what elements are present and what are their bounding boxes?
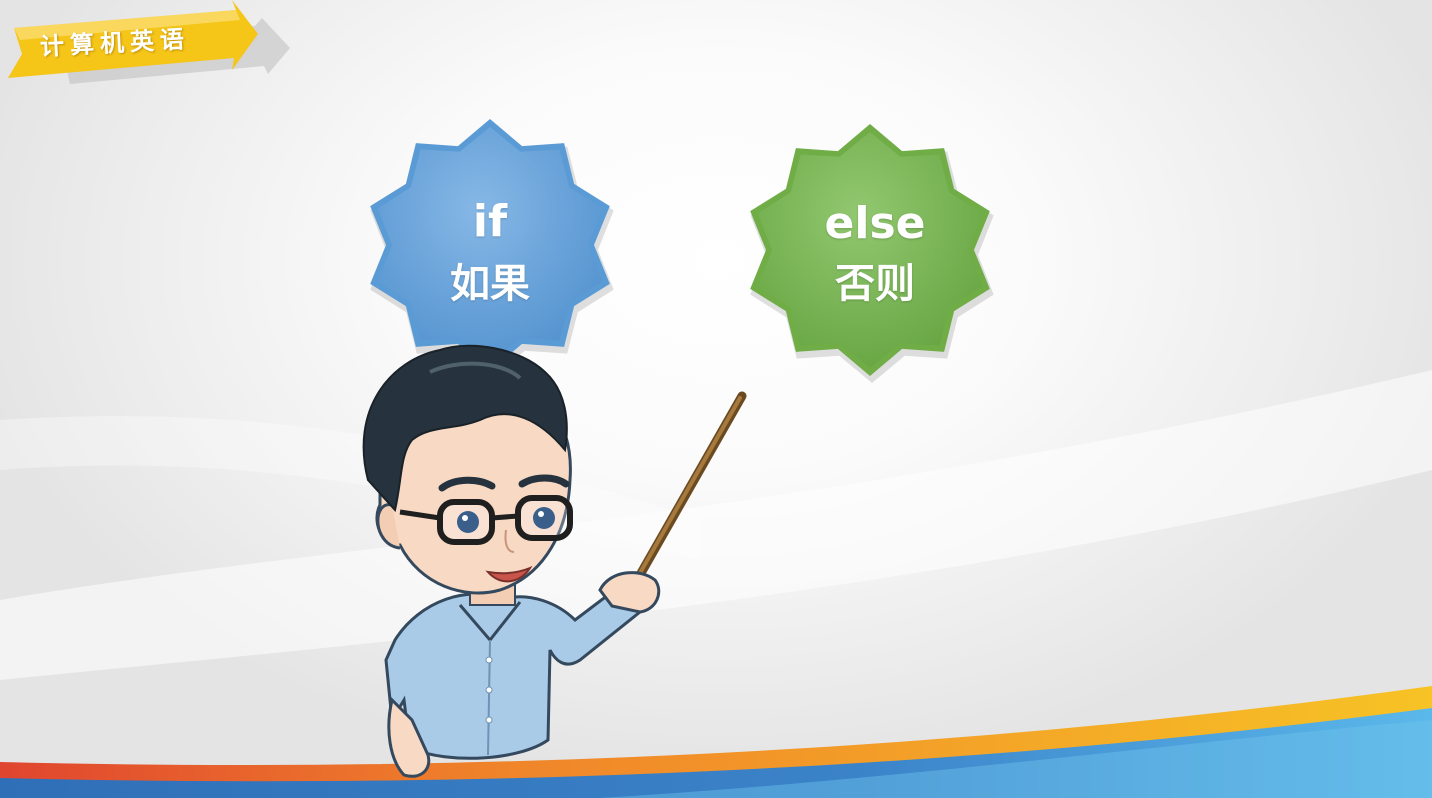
else-translation: 否则 bbox=[835, 261, 915, 307]
if-word: if bbox=[472, 196, 508, 247]
else-word: else bbox=[824, 198, 926, 249]
if-translation: 如果 bbox=[450, 261, 530, 307]
section-tag-arrow bbox=[8, 0, 290, 84]
